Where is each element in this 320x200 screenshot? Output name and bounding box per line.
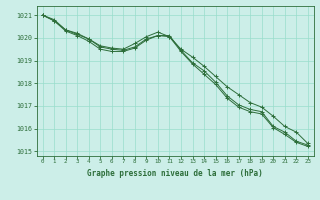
X-axis label: Graphe pression niveau de la mer (hPa): Graphe pression niveau de la mer (hPa) <box>87 169 263 178</box>
